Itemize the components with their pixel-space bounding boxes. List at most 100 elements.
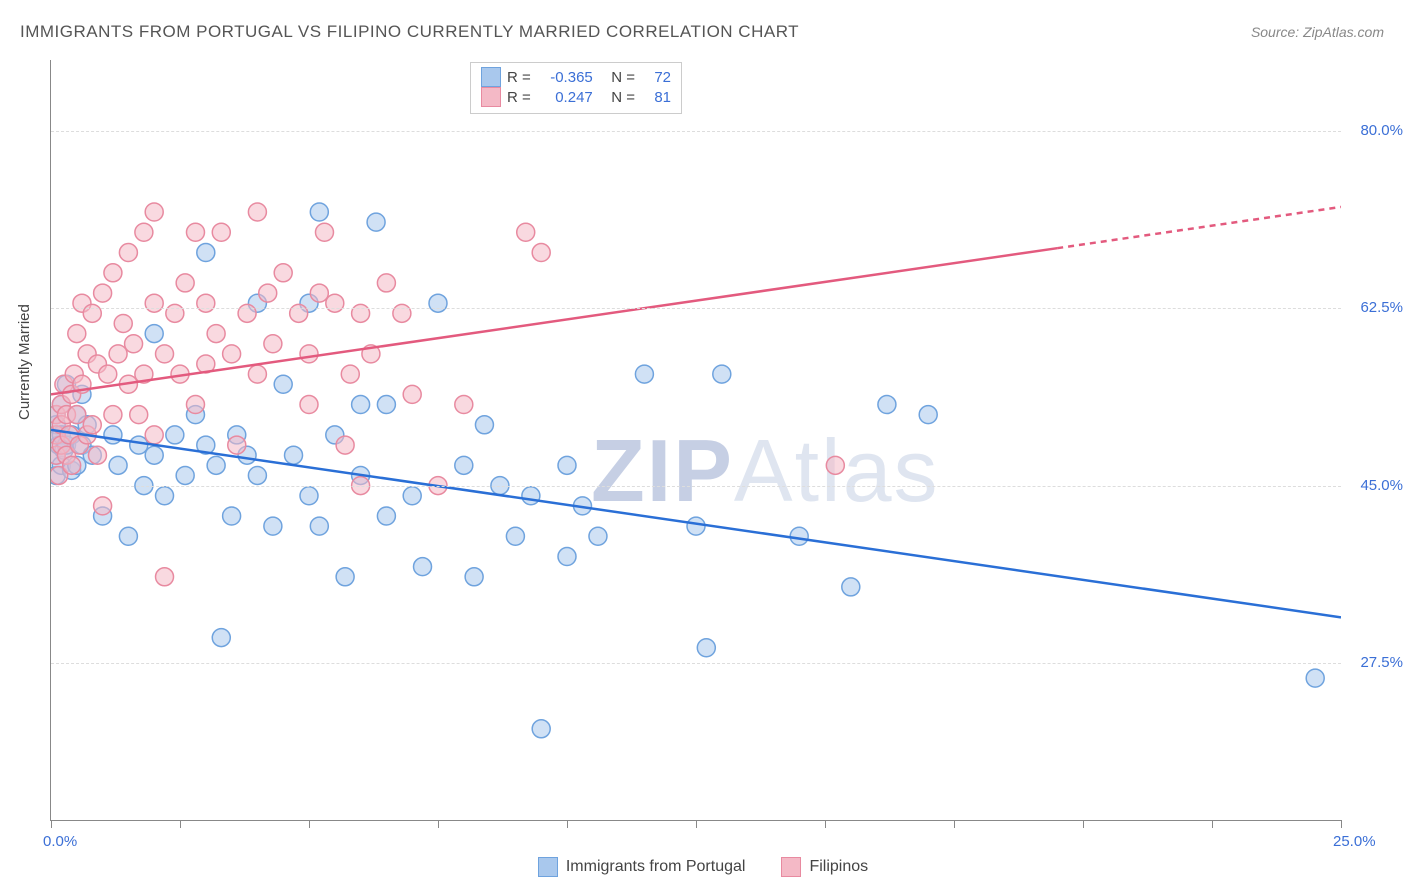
scatter-point: [532, 244, 550, 262]
scatter-point: [315, 223, 333, 241]
scatter-point: [274, 375, 292, 393]
scatter-point: [377, 274, 395, 292]
legend-r-value: -0.365: [537, 69, 593, 86]
scatter-point: [109, 345, 127, 363]
x-tick-label: 0.0%: [43, 833, 77, 850]
x-tick: [438, 820, 439, 828]
scatter-point: [248, 365, 266, 383]
scatter-point: [207, 456, 225, 474]
correlation-legend: R =-0.365 N =72R =0.247 N =81: [470, 62, 682, 114]
scatter-point: [455, 396, 473, 414]
scatter-point: [558, 548, 576, 566]
gridline-h: [51, 663, 1341, 664]
scatter-point: [506, 527, 524, 545]
scatter-point: [259, 284, 277, 302]
scatter-point: [300, 396, 318, 414]
scatter-point: [310, 517, 328, 535]
scatter-point: [109, 456, 127, 474]
scatter-point: [429, 294, 447, 312]
scatter-point: [197, 244, 215, 262]
scatter-point: [1306, 669, 1324, 687]
scatter-point: [264, 517, 282, 535]
scatter-point: [687, 517, 705, 535]
x-tick: [51, 820, 52, 828]
x-tick: [696, 820, 697, 828]
scatter-point: [517, 223, 535, 241]
scatter-point: [212, 223, 230, 241]
scatter-point: [842, 578, 860, 596]
scatter-point: [341, 365, 359, 383]
legend-swatch: [781, 857, 801, 877]
scatter-point: [264, 335, 282, 353]
x-tick: [1341, 820, 1342, 828]
scatter-point: [377, 396, 395, 414]
scatter-point: [589, 527, 607, 545]
y-tick-label: 62.5%: [1360, 299, 1403, 316]
trend-line: [51, 248, 1057, 394]
legend-n-value: 72: [641, 69, 671, 86]
scatter-point: [114, 314, 132, 332]
scatter-point: [558, 456, 576, 474]
scatter-point: [104, 406, 122, 424]
scatter-point: [88, 446, 106, 464]
trend-line-dashed: [1057, 207, 1341, 248]
scatter-point: [697, 639, 715, 657]
scatter-point: [248, 466, 266, 484]
scatter-point: [336, 436, 354, 454]
scatter-point: [274, 264, 292, 282]
legend-row: R =0.247 N =81: [481, 87, 671, 107]
legend-item: Filipinos: [781, 857, 868, 877]
scatter-point: [336, 568, 354, 586]
scatter-point: [352, 396, 370, 414]
x-tick: [180, 820, 181, 828]
scatter-point: [145, 294, 163, 312]
legend-n-value: 81: [641, 89, 671, 106]
scatter-point: [367, 213, 385, 231]
legend-item: Immigrants from Portugal: [538, 857, 746, 877]
x-tick: [825, 820, 826, 828]
scatter-point: [285, 446, 303, 464]
y-tick-label: 45.0%: [1360, 477, 1403, 494]
scatter-point: [522, 487, 540, 505]
scatter-point: [310, 284, 328, 302]
scatter-point: [176, 274, 194, 292]
scatter-point: [919, 406, 937, 424]
legend-n-label: N =: [599, 69, 635, 86]
y-tick-label: 27.5%: [1360, 654, 1403, 671]
scatter-point: [377, 507, 395, 525]
scatter-point: [414, 558, 432, 576]
x-tick-label: 25.0%: [1333, 833, 1376, 850]
scatter-point: [176, 466, 194, 484]
scatter-point: [63, 456, 81, 474]
scatter-point: [197, 294, 215, 312]
y-tick-label: 80.0%: [1360, 122, 1403, 139]
scatter-point: [393, 304, 411, 322]
scatter-point: [290, 304, 308, 322]
scatter-point: [403, 385, 421, 403]
gridline-h: [51, 131, 1341, 132]
scatter-point: [207, 325, 225, 343]
gridline-h: [51, 308, 1341, 309]
scatter-point: [83, 304, 101, 322]
scatter-point: [156, 568, 174, 586]
scatter-point: [156, 345, 174, 363]
scatter-point: [68, 406, 86, 424]
x-tick: [309, 820, 310, 828]
legend-label: Filipinos: [809, 858, 868, 876]
scatter-point: [352, 304, 370, 322]
legend-r-value: 0.247: [537, 89, 593, 106]
x-tick: [567, 820, 568, 828]
scatter-point: [713, 365, 731, 383]
scatter-point: [326, 294, 344, 312]
scatter-point: [300, 345, 318, 363]
scatter-point: [130, 406, 148, 424]
legend-swatch: [481, 67, 501, 87]
scatter-point: [125, 335, 143, 353]
source-attribution: Source: ZipAtlas.com: [1251, 24, 1384, 40]
scatter-point: [135, 223, 153, 241]
chart-plot-area: ZIPAtlas 27.5%45.0%62.5%80.0%0.0%25.0%: [50, 60, 1341, 821]
scatter-point: [83, 416, 101, 434]
legend-swatch: [481, 87, 501, 107]
scatter-point: [310, 203, 328, 221]
scatter-point: [104, 264, 122, 282]
